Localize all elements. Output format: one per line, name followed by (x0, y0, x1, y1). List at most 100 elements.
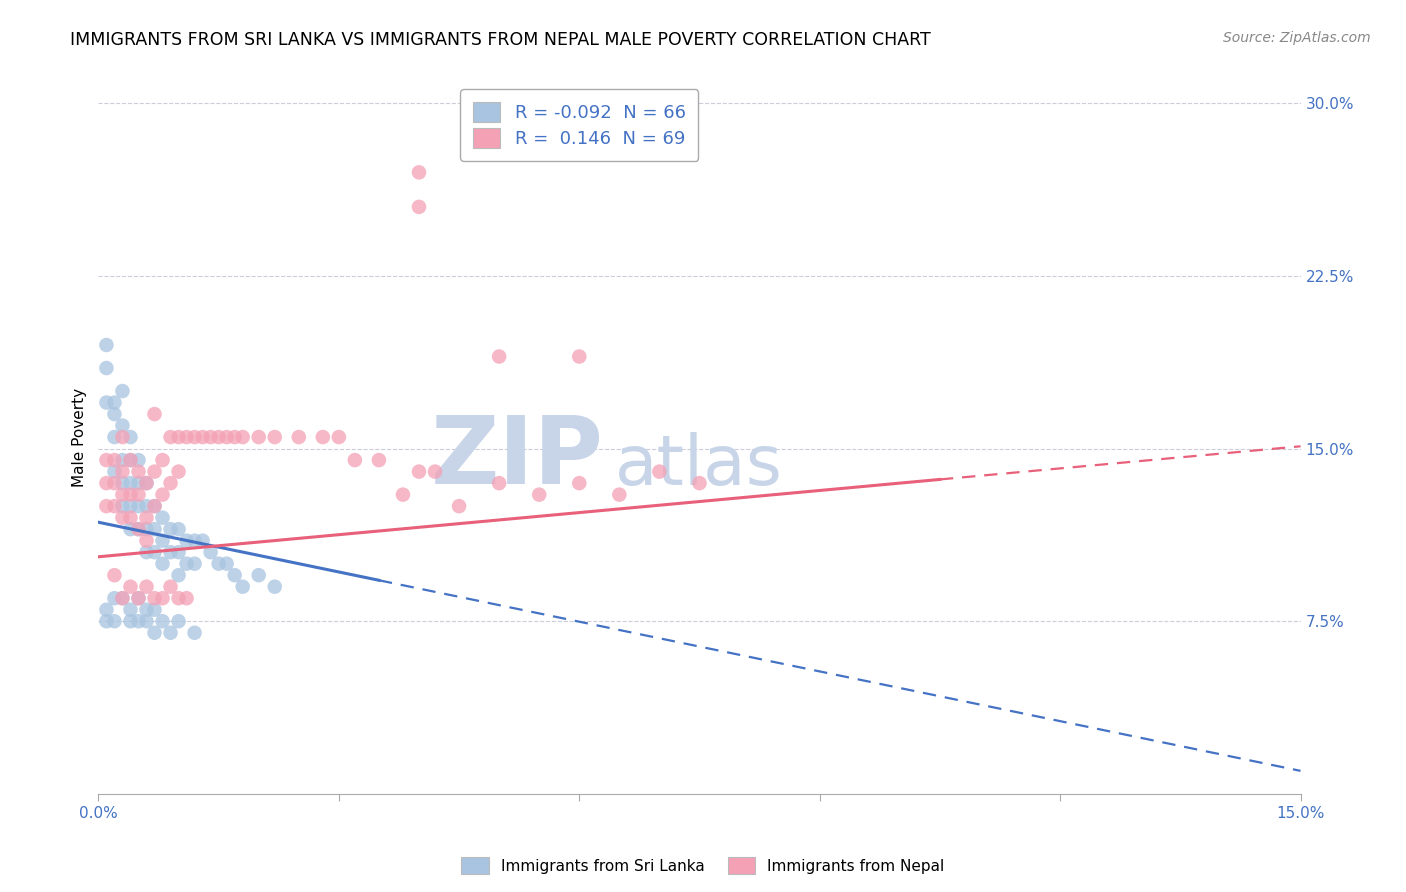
Point (568, 350, 591, 364)
Point (103, 465, 125, 479)
Point (488, 350, 510, 364)
Point (159, 580, 181, 594)
Point (200, 430, 222, 444)
Point (111, 453, 134, 467)
Point (176, 557, 198, 571)
Point (152, 533, 174, 548)
Point (120, 522, 142, 536)
Point (120, 580, 142, 594)
Point (343, 453, 366, 467)
Point (96, 499, 118, 513)
Point (120, 614, 142, 628)
Point (128, 453, 150, 467)
Point (143, 603, 166, 617)
Point (135, 580, 157, 594)
Point (215, 430, 238, 444)
Point (120, 476, 142, 491)
Point (232, 430, 254, 444)
Point (128, 499, 150, 513)
Point (152, 488, 174, 502)
Point (128, 476, 150, 491)
Point (152, 614, 174, 628)
Point (152, 510, 174, 524)
Legend: Immigrants from Sri Lanka, Immigrants from Nepal: Immigrants from Sri Lanka, Immigrants fr… (456, 851, 950, 880)
Point (200, 545, 222, 559)
Point (368, 453, 391, 467)
Point (120, 603, 142, 617)
Point (135, 545, 157, 559)
Point (103, 453, 125, 467)
Point (128, 488, 150, 502)
Point (183, 625, 205, 640)
Point (312, 430, 335, 444)
Point (135, 603, 157, 617)
Point (328, 430, 350, 444)
Point (408, 465, 430, 479)
Point (167, 430, 190, 444)
Point (135, 533, 157, 548)
Point (167, 545, 190, 559)
Point (689, 476, 711, 491)
Point (120, 453, 142, 467)
Point (159, 545, 181, 559)
Point (167, 522, 190, 536)
Point (191, 533, 214, 548)
Point (120, 488, 142, 502)
Text: Source: ZipAtlas.com: Source: ZipAtlas.com (1223, 31, 1371, 45)
Point (135, 476, 157, 491)
Point (103, 430, 125, 444)
Point (111, 476, 134, 491)
Point (143, 591, 166, 606)
Point (135, 522, 157, 536)
Point (159, 430, 181, 444)
Point (111, 488, 134, 502)
Point (288, 430, 311, 444)
Point (111, 510, 134, 524)
Point (128, 614, 150, 628)
Point (247, 430, 270, 444)
Point (183, 557, 205, 571)
Point (447, 499, 470, 513)
Point (96, 361, 118, 376)
Point (159, 476, 181, 491)
Point (167, 465, 190, 479)
Point (423, 465, 446, 479)
Point (96, 476, 118, 491)
Point (408, 165, 430, 179)
Point (120, 453, 142, 467)
Point (143, 499, 166, 513)
Point (111, 499, 134, 513)
Point (529, 488, 551, 502)
Point (159, 625, 181, 640)
Point (128, 522, 150, 536)
Point (152, 591, 174, 606)
Point (111, 465, 134, 479)
Point (152, 453, 174, 467)
Point (488, 476, 510, 491)
Point (120, 430, 142, 444)
Point (609, 488, 631, 502)
Point (103, 395, 125, 409)
Point (208, 430, 231, 444)
Point (103, 407, 125, 421)
Point (208, 557, 231, 571)
Point (111, 430, 134, 444)
Point (103, 499, 125, 513)
Point (128, 465, 150, 479)
Point (143, 499, 166, 513)
Point (128, 522, 150, 536)
Point (111, 591, 134, 606)
Point (96, 603, 118, 617)
Point (96, 453, 118, 467)
Text: atlas: atlas (616, 432, 783, 500)
Point (96, 338, 118, 352)
Point (263, 580, 285, 594)
Point (135, 614, 157, 628)
Point (648, 465, 671, 479)
Point (176, 533, 198, 548)
Point (167, 591, 190, 606)
Point (224, 430, 246, 444)
Point (103, 568, 125, 582)
Point (111, 418, 134, 433)
Y-axis label: Male Poverty: Male Poverty (72, 387, 87, 487)
